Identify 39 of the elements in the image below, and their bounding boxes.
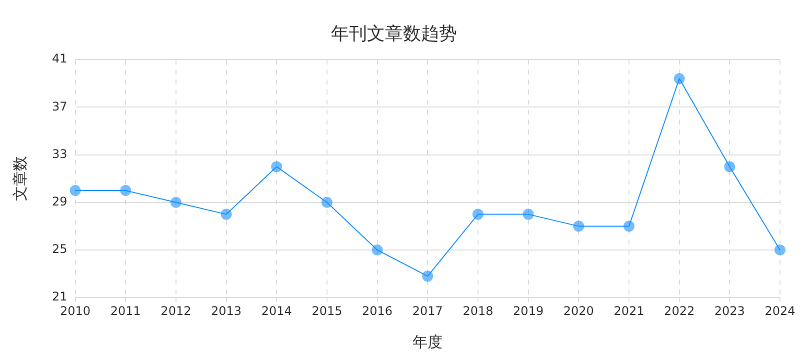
- x-tick-label: 2021: [614, 304, 644, 318]
- x-tick-label: 2010: [60, 304, 91, 318]
- y-axis-title: 文章数: [10, 156, 29, 202]
- point: [573, 220, 584, 232]
- point: [271, 161, 282, 172]
- point: [372, 244, 383, 256]
- point: [422, 270, 434, 282]
- x-tick-label: 2022: [664, 304, 695, 318]
- chart-title: 年刊文章数趋势: [331, 23, 457, 44]
- point: [321, 196, 332, 208]
- x-tick-label: 2011: [110, 304, 141, 318]
- x-tick-label: 2014: [261, 304, 292, 318]
- point: [120, 185, 132, 196]
- point: [522, 208, 534, 220]
- y-tick-label: 37: [52, 99, 68, 114]
- x-tick-label: 2019: [513, 304, 544, 318]
- x-tick-label: 2012: [160, 304, 192, 318]
- x-tick-label: 2023: [714, 304, 745, 318]
- point: [220, 208, 232, 220]
- point: [170, 196, 182, 208]
- y-tick-label: 25: [52, 242, 68, 256]
- y-tick-label: 21: [52, 290, 68, 304]
- x-tick-label: 2016: [362, 304, 393, 318]
- point: [674, 73, 685, 84]
- x-axis-title: 年度: [412, 332, 443, 351]
- point: [724, 161, 736, 172]
- x-tick-label: 2015: [312, 304, 342, 318]
- x-tick-label: 2017: [412, 304, 443, 318]
- x-tick-label: 2013: [211, 304, 242, 318]
- x-tick-label: 2018: [462, 304, 494, 318]
- y-tick-label: 41: [52, 52, 68, 66]
- point: [70, 185, 81, 196]
- x-tick-label: 2024: [764, 304, 796, 318]
- y-tick-label: 33: [52, 146, 68, 161]
- x-tick-label: 2020: [563, 304, 594, 318]
- y-tick-label: 29: [52, 194, 68, 209]
- point: [774, 244, 786, 256]
- point: [472, 208, 484, 220]
- point: [623, 220, 634, 232]
